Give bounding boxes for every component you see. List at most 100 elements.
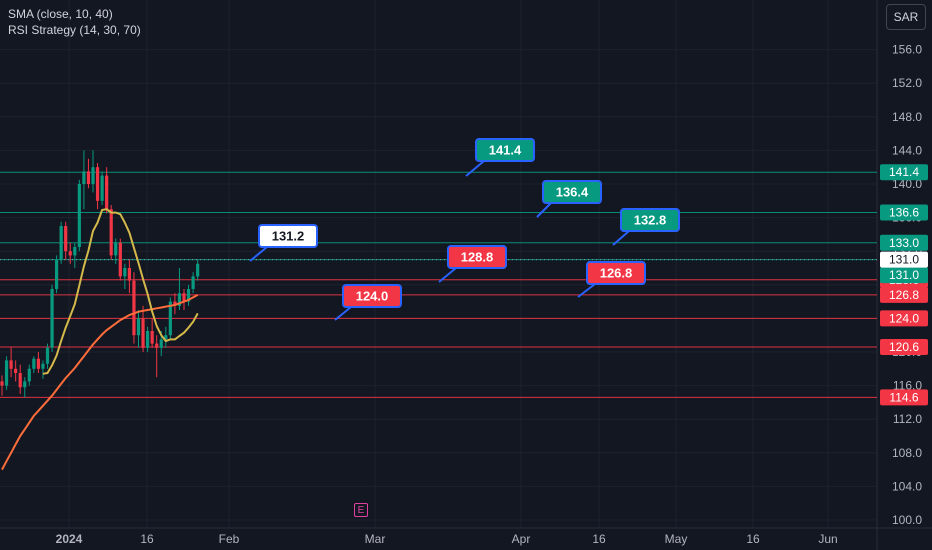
level-badge-bg: [880, 267, 928, 284]
candle-body: [64, 226, 68, 252]
callout-label: 131.2: [272, 229, 305, 244]
candle-body: [196, 263, 200, 277]
candle-body: [55, 259, 59, 289]
callout-label: 141.4: [489, 143, 522, 158]
candle-body: [182, 293, 186, 302]
candle-body: [168, 301, 172, 336]
y-tick-label: 144.0: [892, 143, 922, 157]
callout-box: [586, 261, 646, 285]
sma-slow-line: [1, 294, 199, 471]
callout-marker[interactable]: 141.4: [465, 138, 535, 177]
candle-body: [136, 318, 141, 336]
x-tick-label: May: [665, 532, 688, 546]
level-badge: 124.0: [889, 311, 919, 325]
candle-body: [123, 268, 127, 277]
callout-box: [620, 208, 680, 232]
candle-body: [141, 318, 145, 348]
candle-body: [159, 339, 163, 348]
candle-body: [41, 363, 45, 369]
callout-marker[interactable]: 128.8: [438, 245, 507, 283]
y-tick-label: 116.0: [893, 379, 922, 393]
candle-body: [36, 358, 40, 369]
candle-body: [9, 360, 13, 369]
callout-pointer: [465, 160, 485, 177]
level-badge-bg: [880, 286, 928, 303]
level-badge-bg: [880, 338, 928, 355]
level-badge-bg: [880, 164, 928, 181]
callout-marker[interactable]: 124.0: [334, 284, 402, 321]
level-badge: 126.8: [889, 288, 919, 302]
x-tick-label: 16: [140, 532, 154, 546]
candle-body: [4, 360, 9, 386]
callout-pointer: [577, 283, 596, 298]
candle-body: [27, 368, 31, 382]
y-tick-label: 108.0: [892, 446, 922, 460]
level-badge: 120.6: [889, 340, 919, 354]
callout-box: [258, 224, 318, 248]
level-badge: 131.0: [889, 268, 919, 282]
candle-body: [146, 331, 150, 348]
level-badge: 141.4: [889, 165, 919, 179]
candle-body: [14, 368, 18, 373]
x-tick-label: 2024: [56, 532, 83, 546]
callout-marker[interactable]: 132.8: [612, 208, 680, 246]
x-tick-label: Jun: [818, 532, 837, 546]
candle-body: [86, 171, 91, 184]
callout-label: 124.0: [356, 289, 389, 304]
callout-marker[interactable]: 126.8: [577, 261, 646, 298]
current-price-badge: 131.0: [889, 253, 919, 267]
candle-body: [109, 209, 113, 256]
x-tick-label: Apr: [512, 532, 531, 546]
level-badge-bg: [880, 310, 928, 327]
x-tick-label: Feb: [219, 532, 240, 546]
candle-body: [18, 373, 22, 388]
callout-box: [447, 245, 507, 269]
level-badge-bg: [880, 204, 928, 221]
candle-body: [82, 171, 86, 184]
callout-label: 132.8: [634, 213, 667, 228]
callout-pointer: [334, 306, 352, 321]
candle-body: [114, 242, 118, 256]
level-badge-bg: [880, 234, 928, 251]
candle-body: [45, 347, 50, 364]
callout-marker[interactable]: 136.4: [536, 180, 602, 218]
candle-body: [177, 293, 182, 306]
candle-body: [77, 184, 81, 247]
legend-rsi-strategy[interactable]: RSI Strategy (14, 30, 70): [8, 23, 141, 37]
candle-body: [23, 381, 27, 388]
level-badge-bg: [880, 389, 928, 406]
callout-pointer: [612, 230, 630, 246]
x-tick-label: Mar: [365, 532, 386, 546]
callout-pointer: [536, 202, 552, 218]
callout-box: [342, 284, 402, 308]
legend-sma[interactable]: SMA (close, 10, 40): [8, 7, 113, 21]
candle-body: [105, 175, 109, 210]
candle-body: [191, 276, 195, 289]
callout-marker[interactable]: 131.2: [249, 224, 318, 262]
level-badge: 136.6: [889, 206, 919, 220]
candle-body: [50, 289, 54, 348]
callout-box: [475, 138, 535, 162]
candle-body: [164, 335, 168, 340]
x-tick-label: 16: [592, 532, 606, 546]
candle-body: [59, 226, 63, 260]
currency-button[interactable]: SAR: [886, 4, 926, 30]
y-tick-label: 148.0: [892, 110, 922, 124]
y-tick-label: 112.0: [893, 412, 922, 426]
candle-body: [173, 301, 177, 306]
x-tick-label: 16: [746, 532, 760, 546]
callout-label: 136.4: [556, 185, 589, 200]
candle-body: [32, 358, 36, 369]
y-tick-label: 100.0: [892, 513, 922, 527]
current-price-badge-bg: [880, 251, 928, 268]
indicator-legend: SMA (close, 10, 40) RSI Strategy (14, 30…: [8, 6, 141, 38]
callout-label: 126.8: [600, 266, 633, 281]
candle-body: [68, 251, 72, 256]
candle-body: [155, 343, 159, 348]
y-tick-label: 152.0: [892, 76, 922, 90]
y-tick-label: 104.0: [892, 479, 922, 493]
events-icon[interactable]: E: [354, 503, 368, 517]
candle-body: [150, 331, 154, 344]
callout-box: [542, 180, 602, 204]
